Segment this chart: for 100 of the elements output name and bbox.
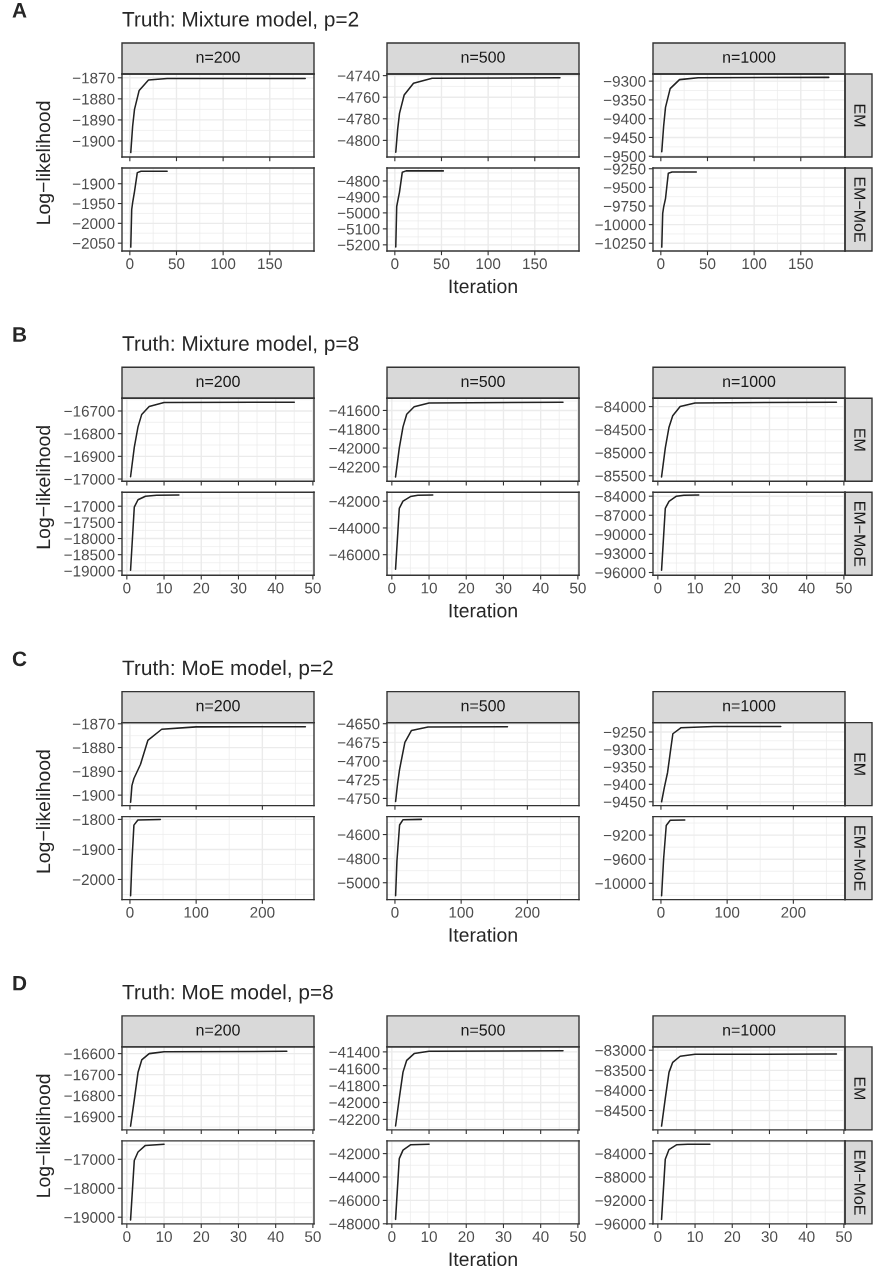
chart-title: n=1000 [723, 1024, 776, 1036]
x-tick-label: 150 [523, 258, 547, 270]
y-tick-label: −41400 [329, 1046, 380, 1058]
x-tick-label: 30 [495, 582, 512, 594]
line-series [660, 1143, 711, 1221]
y-tick-label: −9450 [603, 132, 646, 144]
y-tick-label: −4675 [337, 737, 380, 749]
y-tick-label: −83500 [595, 1065, 646, 1077]
x-tick-label: 40 [267, 1231, 284, 1243]
y-tick-label: −5100 [337, 223, 380, 235]
y-tick-label: −41800 [329, 424, 380, 435]
text: Truth: Mixture model, p=8 [122, 335, 359, 356]
y2-axis-title: EM [854, 429, 866, 451]
y-tick-label: −41600 [329, 405, 380, 417]
x-tick-label: 10 [687, 582, 703, 594]
line-series [660, 1053, 838, 1127]
y-tick-label: −46000 [329, 1195, 380, 1207]
y-tick-label: −9350 [603, 761, 646, 773]
y-tick-label: −4600 [337, 829, 380, 841]
y-tick-label: −93000 [595, 548, 646, 560]
y-tick-label: −16600 [64, 1048, 115, 1060]
line-series [129, 401, 296, 478]
y-tick-label: −41800 [329, 1080, 380, 1092]
x-tick-label: 100 [211, 258, 236, 270]
x-tick-label: 200 [515, 906, 540, 918]
line-series [661, 171, 698, 248]
y2-axis-title: EM−MoE [854, 1150, 866, 1215]
chart-title: n=200 [196, 1024, 240, 1036]
x-tick-label: 10 [156, 1231, 172, 1243]
y-tick-label: −5200 [337, 239, 380, 251]
y-tick-label: −84000 [595, 491, 646, 502]
y-tick-label: −9500 [603, 151, 646, 162]
x-tick-label: 100 [449, 906, 474, 918]
x-tick-label: 150 [258, 258, 282, 270]
x-tick-label: 20 [458, 582, 475, 594]
y-tick-label: −16800 [64, 428, 115, 440]
x-tick-label: 0 [388, 582, 396, 594]
y-tick-label: −84500 [595, 424, 646, 436]
y-tick-label: −9200 [603, 829, 646, 841]
x-tick-label: 50 [305, 582, 321, 594]
x-tick-label: 0 [123, 1231, 131, 1243]
x-tick-label: 10 [421, 1231, 437, 1243]
y-tick-label: −9500 [603, 182, 646, 194]
chart-title: n=1000 [723, 375, 776, 388]
y2-axis-title: EM [854, 104, 866, 127]
line-series [660, 725, 782, 803]
y-tick-label: −42000 [329, 1097, 380, 1109]
line-series [394, 494, 434, 570]
y-tick-label: −10000 [595, 878, 646, 890]
y-tick-label: −5000 [337, 207, 380, 219]
x-tick-label: 40 [798, 1231, 815, 1243]
y-tick-label: −17000 [64, 473, 115, 485]
line-series [395, 170, 445, 248]
y-tick-label: −1900 [72, 844, 115, 856]
x-axis-title: Iteration [449, 278, 517, 294]
y-tick-label: −88000 [595, 1171, 646, 1183]
x-tick-label: 100 [715, 906, 740, 918]
y-axis-title: Log−likelihood [35, 101, 55, 224]
x-axis-title: Iteration [449, 1251, 517, 1267]
line-series [129, 1143, 165, 1221]
y-tick-label: −10000 [595, 219, 646, 231]
y-tick-label: −4750 [337, 793, 380, 805]
chart-title: n=500 [461, 375, 505, 388]
y2-axis-title: EM [854, 753, 866, 775]
line-series [394, 1143, 430, 1221]
x-tick-label: 50 [433, 258, 450, 270]
y2-axis-title: EM−MoE [854, 502, 866, 567]
line-series [394, 1050, 564, 1127]
x-tick-label: 30 [495, 1231, 512, 1243]
y-tick-label: −1870 [72, 72, 115, 84]
y-tick-label: −2000 [72, 874, 115, 886]
y-tick-label: −1900 [72, 178, 115, 190]
y-tick-label: −4760 [337, 92, 380, 103]
line-series [661, 76, 830, 153]
y-tick-label: −4740 [337, 70, 380, 82]
x-tick-label: 50 [305, 1231, 321, 1243]
x-tick-label: 50 [570, 1231, 586, 1243]
y-axis-title: Log−likelihood [35, 750, 55, 873]
y-tick-label: −1800 [72, 814, 115, 826]
x-tick-label: 100 [476, 258, 501, 270]
chart-title: n=500 [461, 1024, 505, 1036]
x-tick-label: 30 [230, 582, 247, 594]
y-tick-label: −4650 [337, 718, 380, 730]
chart-title: n=1000 [723, 51, 776, 63]
y-tick-label: −84000 [595, 401, 646, 413]
text: Truth: MoE model, p=8 [122, 984, 333, 1004]
x-tick-label: 0 [654, 1231, 662, 1243]
y-tick-label: −92000 [595, 1195, 646, 1207]
x-tick-label: 20 [193, 582, 210, 594]
y-tick-label: −1890 [72, 766, 115, 778]
y-tick-label: −17000 [64, 501, 115, 512]
y-tick-label: −9450 [603, 796, 646, 808]
y-tick-label: −4800 [337, 175, 380, 187]
x-tick-label: 10 [156, 582, 172, 594]
y-tick-label: −17500 [64, 517, 115, 529]
x-tick-label: 200 [250, 906, 275, 918]
x-tick-label: 50 [570, 582, 586, 594]
line-series [660, 819, 686, 897]
x-tick-label: 200 [781, 906, 806, 918]
y-tick-label: −87000 [595, 510, 646, 521]
